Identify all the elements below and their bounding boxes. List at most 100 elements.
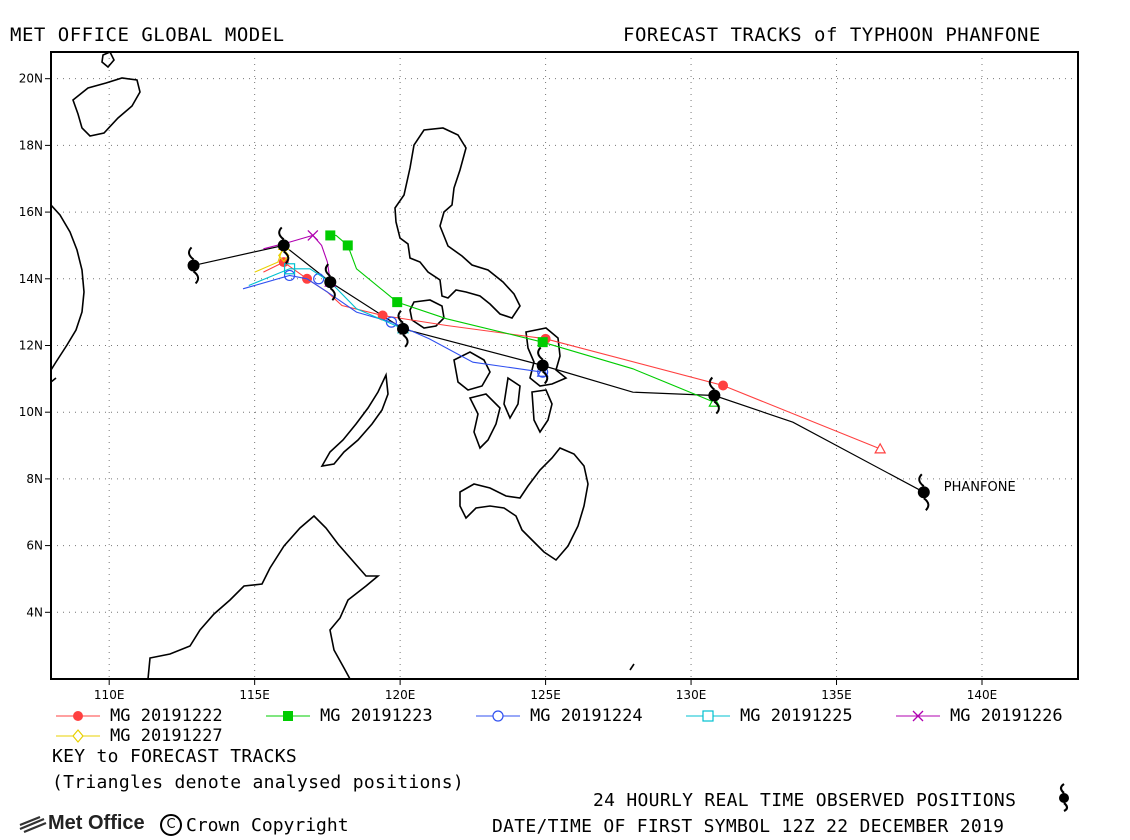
- coast-mindanao: [459, 447, 589, 562]
- typhoon-symbol-icon: [187, 246, 200, 285]
- tick-label-lat: 14N: [19, 272, 43, 286]
- tick-label-lat: 16N: [19, 205, 43, 219]
- legend-marker-filled-circle: [56, 711, 100, 721]
- typhoon-symbol-core: [397, 322, 410, 335]
- coastlines: [51, 52, 635, 679]
- typhoon-symbol-arm: [537, 346, 544, 361]
- forecast-track-0-analysed-triangle: [874, 442, 887, 454]
- logo-text: Met Office: [48, 812, 145, 834]
- tick-label-lat: 8N: [26, 472, 43, 486]
- typhoon-symbol-arm: [923, 497, 930, 511]
- typhoon-symbol-icon: [397, 310, 410, 348]
- legend-item-mg20191225: MG 20191225: [684, 706, 894, 726]
- legend-item-mg20191224: MG 20191224: [474, 706, 684, 726]
- tick-label-lon: 125E: [530, 688, 561, 702]
- typhoon-symbol-icon: [708, 376, 721, 415]
- forecast-track-4-marker: [307, 229, 319, 241]
- legend-label: MG 20191225: [740, 706, 853, 726]
- forecast-track-1-marker: [325, 230, 336, 241]
- typhoon-symbol-arm: [324, 263, 331, 277]
- tick-label-lat: 10N: [19, 405, 43, 419]
- coast-mindoro: [409, 299, 445, 329]
- map-frame: [50, 51, 1079, 680]
- legend-item-mg20191223: MG 20191223: [264, 706, 474, 726]
- met-office-logo: Met Office: [18, 812, 145, 835]
- tick-label-lat: 6N: [26, 539, 43, 553]
- coast-hainan: [72, 77, 141, 137]
- typhoon-symbol-arm: [278, 226, 285, 241]
- legend-marker-open-square: [686, 710, 730, 722]
- coast-palawan: [320, 372, 389, 468]
- legend-marker-open-circle: [476, 710, 520, 722]
- forecast-track-2-marker: [313, 273, 325, 285]
- tick-label-lat: 18N: [19, 138, 43, 152]
- tick-label-lon: 130E: [676, 688, 707, 702]
- typhoon-symbol-core: [277, 239, 290, 252]
- coast-leyte: [531, 389, 553, 434]
- legend-label: MG 20191223: [320, 706, 433, 726]
- typhoon-symbol-core: [536, 359, 549, 372]
- copyright-symbol-icon: C: [160, 814, 182, 836]
- typhoon-symbol-icon: [536, 346, 549, 385]
- legend-marker-filled-square: [266, 711, 310, 721]
- forecast-track-0-marker: [377, 310, 388, 321]
- tick-label-lon: 115E: [239, 688, 270, 702]
- forecast-track-3-line: [248, 268, 404, 330]
- tick-label-lon: 135E: [821, 688, 852, 702]
- legend-marker-diamond: [56, 729, 100, 743]
- typhoon-symbol-icon: [324, 263, 337, 301]
- coast-panay: [453, 351, 491, 391]
- model-title: MET OFFICE GLOBAL MODEL: [10, 24, 285, 46]
- legend-label: MG 20191226: [950, 706, 1063, 726]
- copyright-notice: C Crown Copyright: [160, 814, 349, 836]
- coast-borneo: [147, 514, 381, 679]
- tick-label-lon: 140E: [967, 688, 998, 702]
- forecast-track-1-marker: [342, 240, 353, 251]
- grid-lines: [51, 52, 1078, 679]
- forecast-track-1-marker: [537, 337, 548, 348]
- typhoon-symbol-arm: [188, 246, 195, 261]
- typhoon-symbol-arm: [713, 400, 720, 415]
- tick-label-lat: 4N: [26, 605, 43, 619]
- legend-label: MG 20191222: [110, 706, 223, 726]
- storm-name-label: PHANFONE: [944, 480, 1016, 495]
- typhoon-symbol-icon: [1059, 783, 1069, 812]
- tick-label-lon: 110E: [94, 688, 125, 702]
- tracks-layer: [187, 226, 930, 511]
- coast-vietnam: [51, 204, 85, 371]
- legend-marker-x: [896, 710, 940, 722]
- coast-cebu: [503, 376, 521, 420]
- legend-label: MG 20191227: [110, 726, 223, 746]
- typhoon-symbol-arm: [918, 473, 925, 488]
- tick-label-lat: 12N: [19, 338, 43, 352]
- coast-samar: [525, 327, 568, 387]
- first-symbol-datetime: DATE/TIME OF FIRST SYMBOL 12Z 22 DECEMBE…: [492, 816, 1005, 837]
- coast-islet-east: [629, 663, 635, 671]
- tick-label-lat: 20N: [19, 72, 43, 86]
- typhoon-symbol-arm: [708, 376, 715, 391]
- map-background: [51, 52, 1078, 679]
- coast-negros: [468, 393, 501, 450]
- typhoon-symbol-core: [324, 276, 337, 289]
- typhoon-symbol-arm: [283, 250, 290, 265]
- axis-ticks: 110E 115E 120E 125E 130E 135E 140E 4N 6N 8N 10N 12N…: [19, 72, 997, 702]
- typhoon-symbol-icon: [277, 226, 290, 265]
- typhoon-symbol-arm: [329, 287, 336, 301]
- typhoon-symbol-core: [708, 389, 721, 402]
- legend-row-1: MG 20191222 MG 20191223 MG 20191224 MG 2…: [54, 706, 1063, 726]
- typhoon-symbol-icon: [917, 473, 930, 511]
- tick-label-lon: 120E: [385, 688, 416, 702]
- legend-item-mg20191222: MG 20191222: [54, 706, 264, 726]
- forecast-track-0-marker: [718, 380, 729, 391]
- forecast-track-1-marker: [392, 297, 403, 308]
- typhoon-symbol-arm: [192, 270, 200, 285]
- typhoon-symbol-arm: [542, 370, 549, 385]
- forecast-track-0-line: [263, 261, 881, 450]
- met-office-swoosh-icon: [19, 815, 47, 833]
- forecast-track-2-line: [242, 274, 543, 373]
- coast-luzon: [394, 127, 521, 319]
- forecast-track-2-marker: [283, 269, 296, 282]
- copyright-text: Crown Copyright: [186, 814, 349, 836]
- forecast-track-3-marker: [283, 263, 296, 275]
